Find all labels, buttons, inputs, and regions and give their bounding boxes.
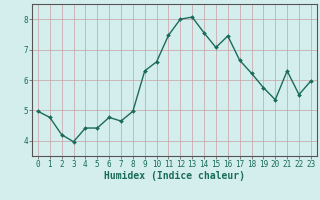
X-axis label: Humidex (Indice chaleur): Humidex (Indice chaleur) xyxy=(104,171,245,181)
